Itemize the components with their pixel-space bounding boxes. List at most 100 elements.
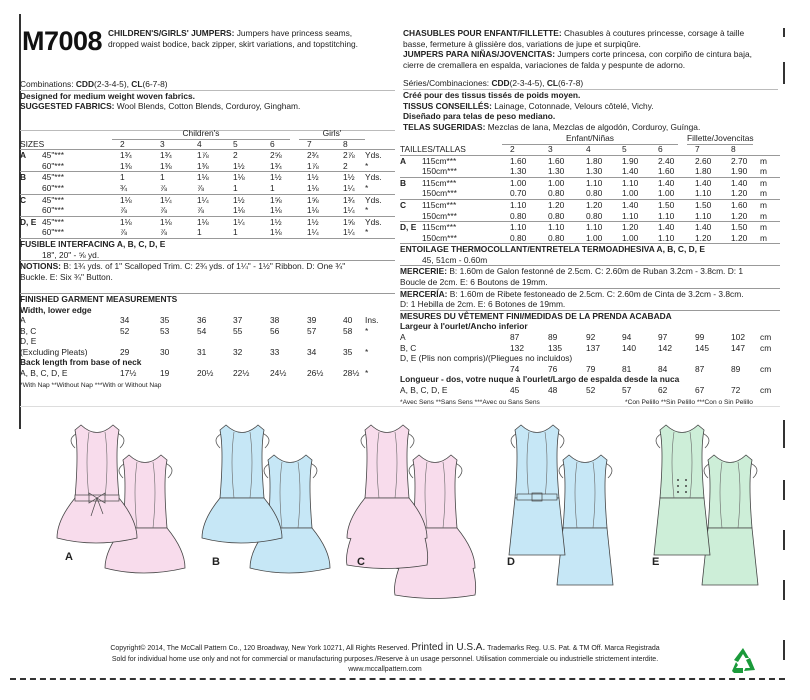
unit: * [365,205,369,216]
yardage-value: 1½ [233,194,245,205]
yardage-value: 1½ [307,216,319,227]
yardage-value: 1 [197,227,202,238]
yardage-value: 1 [233,182,238,193]
yardage-value: 1⅛ [120,216,132,227]
unit: m [760,166,767,177]
yardage-value: 1.10 [658,210,675,221]
measurement-value: 76 [548,363,558,374]
measurement-value: 57 [307,325,317,336]
yardage-value: 1½ [307,172,319,183]
cut-line [783,480,785,500]
unit: m [760,222,767,233]
size-column-header: 2 [510,143,515,154]
interfacing-value: 18", 20" - ⅝ yd. [42,249,100,260]
size-column-header: 7 [307,138,312,149]
measurement-value: 17½ [120,368,137,379]
measurement-value: 99 [695,332,705,343]
yardage-value: 1.80 [695,166,712,177]
view-d-illustration: D [507,424,614,586]
measurement-value: 132 [510,342,524,353]
sizes-header: SIZES [20,138,45,149]
yardage-value: 1.40 [622,166,639,177]
combo-sizes: (2-3-4-5), [509,78,545,89]
measurement-value: 147 [731,342,745,353]
size-group-label: Girls' [299,128,365,140]
yardage-value: 1.40 [658,177,675,188]
measurement-label: (Excluding Pleats) [20,346,88,357]
yardage-value: 2 [233,150,238,161]
fabric-width: 60"*** [42,227,65,238]
yardage-value: 1⅛ [233,205,245,216]
yardage-value: 2.60 [695,155,712,166]
yardage-value: 1.10 [695,210,712,221]
measurement-value: 26½ [307,368,324,379]
yardage-value: 1 [233,227,238,238]
yardage-value: 1.10 [586,177,603,188]
yardage-value: 1.10 [695,188,712,199]
yardage-value: 1⅛ [307,182,319,193]
title: CHASUBLES POUR ENFANT/FILLETTE: [403,28,562,38]
size-group-label: Fillette/Jovencitas [687,133,754,145]
measurement-value: 40 [343,315,353,326]
notions-text: D: 1 Hebilla de 2cm. E: 6 Botones de 19m… [400,299,566,310]
measurement-value: 38 [270,315,280,326]
cut-line [783,530,785,550]
label: Séries/Combinaciones: [403,78,490,89]
view-label: E [652,556,659,568]
notions-text: B: 1.60m de Ribete festoneado de 2.5cm. … [449,288,744,299]
footer: Copyright© 2014, The McCall Pattern Co.,… [40,642,730,676]
view-label: C [20,194,27,205]
yardage-value: 1¾ [160,150,172,161]
label: TELAS SUGERIDAS: [403,121,486,132]
measurement-row: 74 76 79 81 84 87 89 cm [400,364,780,375]
size-column-header: 6 [658,143,663,154]
unit: cm [760,332,772,343]
yardage-value: 1⅜ [120,160,132,171]
view-label: A [20,150,27,161]
fabric-width: 115cm*** [422,177,457,188]
website-link[interactable]: www.mccallpattern.com [345,665,425,676]
yardage-value: 1.20 [731,232,748,243]
pattern-code: M7008 [22,26,103,56]
measurement-value: 79 [586,363,596,374]
yardage-value: 1.60 [510,155,527,166]
footnote: *Con Pelillo **Sin Pelillo ***Con o Sin … [625,398,753,406]
notions-text: Boucle de 2cm. E: 6 Boutons de 19mm. [400,277,548,288]
unit: cm [760,385,772,395]
yardage-value: 1.00 [622,232,639,243]
measurement-value: 29 [120,346,130,357]
size-column-header: 3 [160,138,165,149]
yardage-value: 1.10 [658,232,675,243]
yardage-value: ⅞ [160,227,167,238]
length-title: Longueur - dos, votre nuque à l'ourlet/L… [400,374,680,385]
title: CHILDREN'S/GIRLS' JUMPERS: [108,28,235,38]
yardage-value: 2.40 [658,155,675,166]
yardage-value: 0.80 [548,188,565,199]
footnote: *With Nap **Without Nap ***With or Witho… [20,381,162,389]
combo: CDD [491,78,510,89]
measurement-value: 52 [586,385,596,395]
measurement-value: 72 [731,385,741,395]
notions-text: Buckle. E: Six ¾" Button. [20,271,113,282]
front-view [346,424,429,569]
yardage-value: 0.80 [586,210,603,221]
label: TISSUS CONSEILLÉS: [403,100,492,111]
notions-line: MERCERIE: B: 1.60m de Galon festonné de … [400,265,780,277]
yardage-row: A 115cm*** 1.60 1.60 1.80 1.90 2.40 2.60 2.70 m [400,154,780,167]
measurement-label: B, C [20,325,37,336]
yardage-value: 1⅛ [233,172,245,183]
yardage-value: 1⅝ [270,194,282,205]
unit: * [365,182,369,193]
fabrics: Wool Blends, Cotton Blends, Corduroy, Gi… [116,101,301,112]
yardage-value: 1.20 [695,232,712,243]
fabric-width: 115cm*** [422,155,457,166]
yardage-value: 1⅛ [120,194,132,205]
measurement-value: 33 [270,346,280,357]
yardage-row: B 115cm*** 1.00 1.00 1.10 1.10 1.40 1.40 1.40 m [400,176,780,189]
measurement-value: 89 [548,332,558,343]
notions-line: NOTIONS: B: 1¾ yds. of 1" Scalloped Trim… [20,260,395,272]
view-label: D [507,556,515,568]
yardage-value: 1¼ [160,194,172,205]
designed: Créé pour des tissus tissés de poids moy… [403,89,581,100]
yardage-value: ⅞ [197,205,204,216]
